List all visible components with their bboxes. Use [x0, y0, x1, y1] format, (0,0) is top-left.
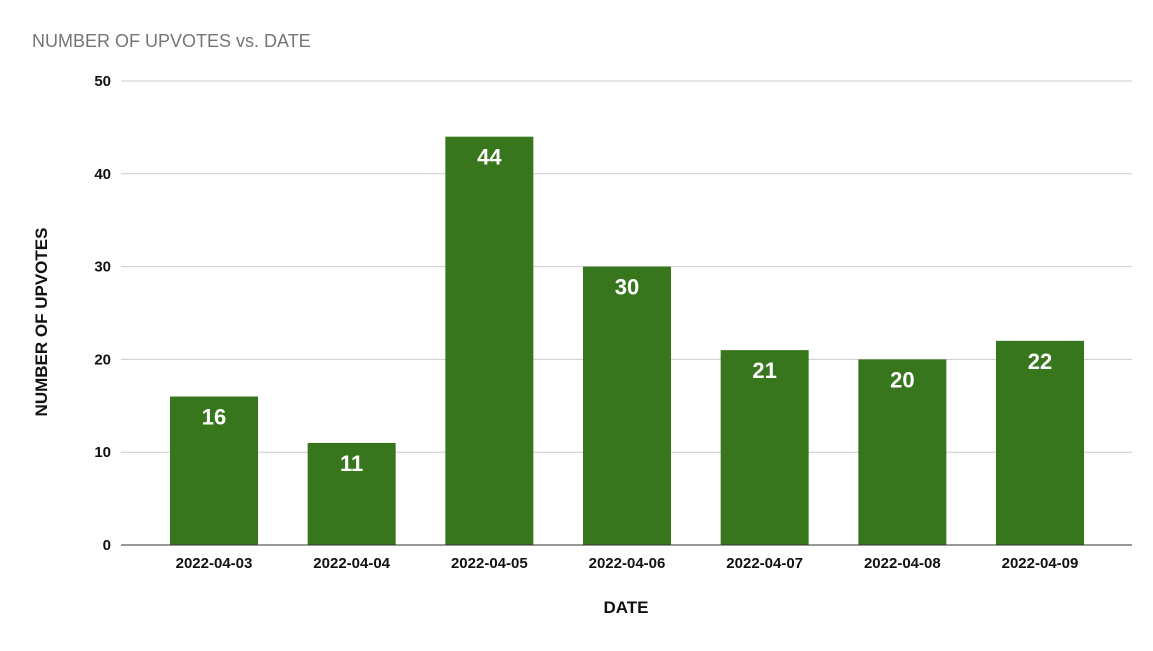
y-axis-title: NUMBER OF UPVOTES [32, 228, 51, 417]
data-label-2022-04-05: 44 [477, 145, 502, 170]
x-tick-label-2022-04-06: 2022-04-06 [589, 555, 666, 572]
chart-title: NUMBER OF UPVOTES vs. DATE [32, 31, 311, 51]
bar-2022-04-06 [583, 266, 671, 545]
y-tick-label: 40 [94, 166, 111, 183]
data-label-2022-04-06: 30 [615, 275, 639, 300]
y-tick-label: 30 [94, 259, 111, 276]
data-label-2022-04-09: 22 [1028, 349, 1052, 374]
x-axis-ticks: 2022-04-03 2022-04-04 2022-04-05 2022-04-06… [176, 555, 1079, 572]
y-tick-label: 0 [103, 537, 111, 554]
y-tick-label: 50 [94, 73, 111, 90]
x-tick-label-2022-04-05: 2022-04-05 [451, 555, 528, 572]
bar-2022-04-07 [720, 350, 809, 545]
y-axis-ticks: 0 10 20 30 40 50 [94, 73, 111, 554]
data-label-2022-04-04: 11 [340, 451, 363, 476]
data-label-2022-04-03: 16 [202, 405, 226, 430]
bar-2022-04-08 [858, 359, 947, 545]
x-tick-label-2022-04-03: 2022-04-03 [176, 555, 253, 572]
x-tick-label-2022-04-07: 2022-04-07 [726, 555, 803, 572]
x-tick-label-2022-04-08: 2022-04-08 [864, 555, 941, 572]
bar-2022-04-03 [170, 396, 258, 545]
bar-2022-04-09 [996, 340, 1084, 545]
data-label-2022-04-08: 20 [890, 367, 914, 392]
bar-2022-04-05 [445, 136, 534, 545]
x-axis-title: DATE [603, 598, 648, 617]
y-tick-label: 20 [94, 351, 111, 368]
y-tick-label: 10 [94, 444, 111, 461]
data-label-2022-04-07: 21 [752, 358, 776, 383]
bar-2022-04-04 [307, 442, 396, 545]
x-tick-label-2022-04-04: 2022-04-04 [313, 555, 390, 572]
x-tick-label-2022-04-09: 2022-04-09 [1002, 555, 1079, 572]
bars: 16 11 44 30 21 20 22 [121, 136, 1132, 546]
